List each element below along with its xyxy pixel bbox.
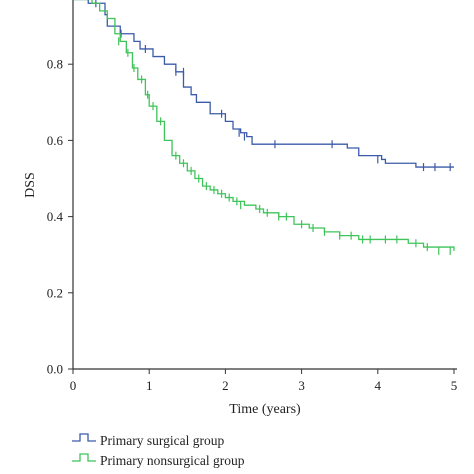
y-tick-label: 0.0 — [47, 362, 63, 377]
x-tick-label: 3 — [298, 378, 305, 393]
x-tick-label: 1 — [146, 378, 153, 393]
legend: Primary surgical group Primary nonsurgica… — [72, 433, 245, 468]
x-tick-label: 2 — [222, 378, 229, 393]
y-tick-label: 0.6 — [47, 133, 64, 148]
y-tick-label: 0.4 — [47, 209, 64, 224]
x-tick-label: 4 — [375, 378, 382, 393]
legend-swatch — [72, 453, 96, 462]
legend-label: Primary nonsurgical group — [100, 453, 245, 468]
y-tick-label: 0.8 — [47, 57, 63, 72]
y-axis-title: DSS — [23, 172, 38, 198]
legend-swatch — [72, 433, 96, 442]
x-axis-title: Time (years) — [229, 402, 301, 417]
legend-label: Primary surgical group — [100, 433, 224, 448]
x-tick-label: 0 — [70, 378, 77, 393]
series-line-0 — [73, 0, 454, 168]
series-line-1 — [73, 0, 455, 251]
plot-area: 0.0 0.2 0.4 0.6 0.8 0 1 2 3 4 5 — [47, 0, 458, 393]
x-ticks: 0 1 2 3 4 5 — [70, 369, 458, 393]
y-tick-label: 0.2 — [47, 285, 63, 300]
series-layer — [73, 0, 455, 255]
y-ticks: 0.0 0.2 0.4 0.6 0.8 — [47, 57, 73, 377]
x-tick-label: 5 — [451, 378, 458, 393]
